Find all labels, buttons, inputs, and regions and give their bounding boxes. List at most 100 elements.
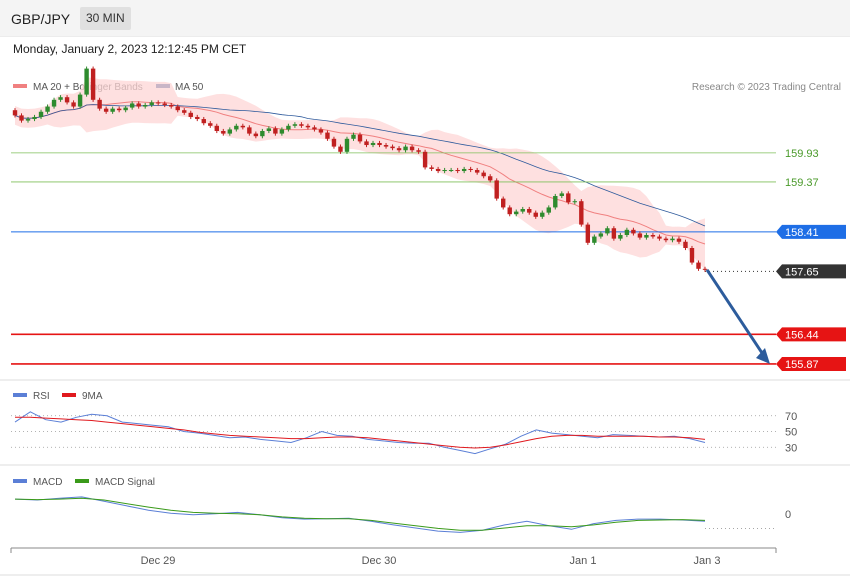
macd-zero-label: 0	[785, 509, 791, 521]
candle-body	[182, 110, 187, 113]
candle-body	[110, 108, 115, 112]
level-label: 159.93	[785, 148, 819, 160]
candle-body	[312, 127, 317, 130]
candle-body	[637, 233, 643, 238]
level-label: 157.65	[785, 266, 819, 278]
macd-signal-legend-swatch	[75, 479, 89, 483]
candle-body	[266, 128, 272, 131]
rsi-panel: 70 50 30	[11, 411, 797, 454]
candle-body	[390, 146, 395, 149]
candle-body	[45, 106, 50, 112]
candle-body	[676, 238, 682, 242]
candle-body	[527, 209, 532, 213]
candle-body	[579, 201, 584, 225]
candle-body	[611, 228, 617, 239]
ma20-legend-swatch	[13, 84, 27, 88]
candle-body	[318, 129, 324, 133]
candle-body	[553, 196, 558, 208]
candle-body	[351, 134, 356, 139]
level-tag-pivot	[776, 224, 846, 239]
candle-body	[377, 142, 382, 146]
candle-body	[448, 170, 454, 171]
candle-body	[234, 125, 239, 130]
candle-body	[514, 211, 519, 215]
candle-body	[683, 241, 688, 248]
candle-body	[364, 141, 369, 146]
candle-body	[292, 124, 298, 126]
candle-body	[383, 145, 389, 147]
forecast-arrowhead	[756, 347, 770, 364]
candle-body	[435, 168, 441, 172]
candle-body	[64, 97, 70, 103]
time-axis-label: Dec 29	[141, 555, 176, 567]
candle-body	[227, 129, 233, 134]
rsi9-legend-label: 9MA	[82, 391, 103, 402]
candle-body	[468, 168, 473, 170]
candle-body	[169, 105, 174, 107]
level-label: 156.44	[785, 329, 819, 341]
level-label: 155.87	[785, 359, 819, 371]
candle-body	[461, 168, 467, 172]
candle-body	[12, 110, 18, 116]
candle-body	[58, 97, 63, 100]
candle-body	[585, 224, 591, 243]
candle-body	[51, 99, 57, 107]
candle-body	[546, 207, 551, 213]
candle-body	[123, 107, 128, 111]
candle-body	[416, 150, 421, 152]
chart-header: GBP/JPY 30 MIN	[0, 0, 850, 37]
candle-body	[520, 209, 525, 212]
macd-legend-label: MACD	[33, 477, 62, 488]
candle-body	[566, 193, 571, 203]
price-panel: 159.93 159.37 158.41 157.65 156.44 155.87	[11, 66, 846, 371]
level-tag-current	[776, 264, 846, 279]
candle-body	[195, 116, 200, 120]
rsi-level-label: 30	[785, 442, 797, 454]
candle-body	[247, 127, 252, 134]
candle-body	[305, 125, 311, 128]
candle-body	[494, 180, 499, 199]
candle-body	[429, 167, 434, 169]
macd-legend-swatch	[13, 479, 27, 483]
candle-body	[77, 94, 83, 107]
candle-body	[325, 132, 330, 139]
rsi-level-label: 50	[785, 427, 797, 439]
rsi9-legend-swatch	[62, 393, 76, 397]
time-axis: Dec 29 Dec 30 Jan 1 Jan 3	[10, 547, 777, 567]
currency-pair: GBP/JPY	[11, 11, 71, 27]
candle-body	[370, 142, 376, 146]
candle-body	[696, 262, 701, 269]
candle-body	[689, 248, 695, 263]
rsi-level-label: 70	[785, 411, 797, 423]
candle-body	[19, 115, 24, 121]
rsi-legend-swatch	[13, 393, 27, 397]
candle-body	[422, 151, 428, 168]
candle-body	[116, 108, 122, 111]
candle-body	[38, 111, 44, 117]
rsi-legend-label: RSI	[33, 391, 50, 402]
ma50-legend-label: MA 50	[175, 82, 204, 93]
candle-body	[501, 198, 506, 208]
candle-body	[338, 146, 343, 152]
level-tag-support	[776, 327, 846, 342]
candle-body	[240, 125, 246, 128]
candle-body	[540, 212, 545, 217]
candle-body	[631, 229, 636, 234]
candle-body	[136, 103, 141, 107]
time-axis-label: Dec 30	[362, 555, 397, 567]
candle-body	[84, 68, 89, 95]
candle-body	[481, 172, 486, 177]
candle-body	[221, 131, 226, 134]
candle-body	[702, 268, 708, 270]
timeframe-button[interactable]: 30 MIN	[80, 7, 131, 30]
candle-body	[618, 235, 623, 239]
candle-body	[260, 131, 265, 137]
level-label: 159.37	[785, 177, 819, 189]
candle-body	[32, 116, 37, 120]
candle-body	[97, 99, 102, 109]
candle-body	[644, 235, 649, 238]
candle-body	[201, 119, 206, 124]
candle-body	[188, 112, 193, 117]
time-axis-label: Jan 1	[570, 555, 597, 567]
